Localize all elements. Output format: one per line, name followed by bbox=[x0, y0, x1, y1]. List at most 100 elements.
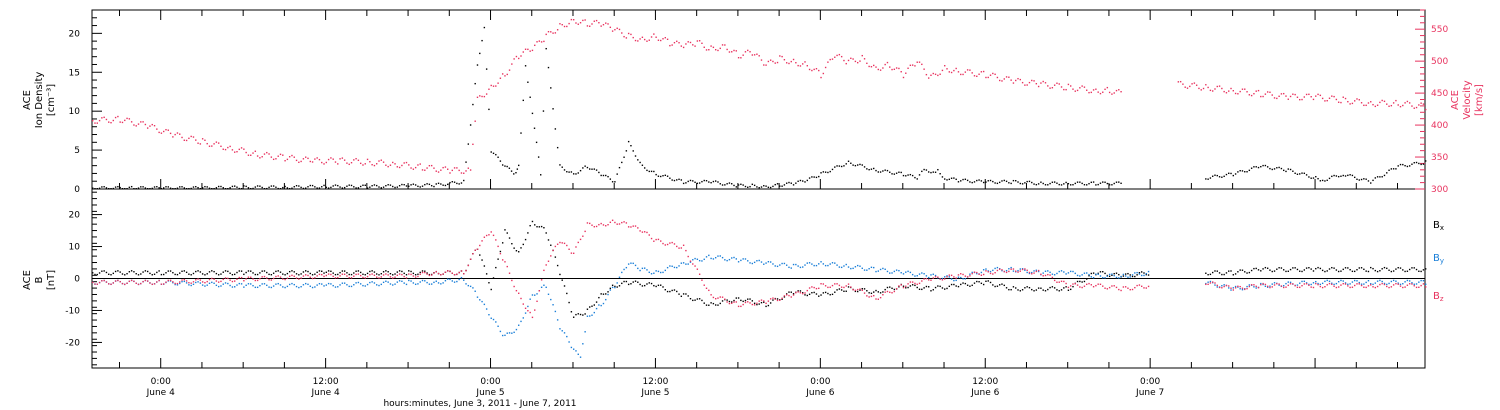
series-point-By bbox=[1356, 280, 1358, 282]
series-point-Bx bbox=[568, 301, 570, 304]
series-point-By bbox=[1140, 274, 1143, 277]
series-point-By bbox=[195, 281, 197, 284]
series-point-velocity bbox=[852, 58, 854, 60]
series-point-velocity bbox=[973, 75, 976, 77]
series-point-velocity bbox=[994, 73, 996, 76]
series-point-density bbox=[119, 186, 121, 189]
series-point-Bx bbox=[1365, 270, 1367, 272]
series-point-density bbox=[923, 168, 925, 171]
series-point-density bbox=[272, 185, 275, 187]
series-point-velocity bbox=[607, 23, 609, 25]
series-point-Bz bbox=[479, 244, 481, 247]
series-point-density bbox=[153, 186, 156, 188]
series-point-By bbox=[666, 266, 669, 269]
series-point-By bbox=[598, 304, 600, 306]
series-point-density bbox=[1315, 175, 1317, 178]
series-point-Bz bbox=[1308, 284, 1310, 286]
series-point-Bx bbox=[376, 273, 378, 275]
series-point-density bbox=[950, 177, 953, 179]
series-point-Bz bbox=[318, 273, 321, 276]
series-point-By bbox=[387, 281, 389, 283]
series-point-By bbox=[932, 273, 934, 275]
series-point-By bbox=[1408, 280, 1411, 282]
series-point-density bbox=[1408, 165, 1411, 167]
series-point-density bbox=[245, 185, 247, 188]
series-point-Bz bbox=[639, 230, 641, 232]
series-point-Bx bbox=[1296, 268, 1299, 271]
series-point-velocity bbox=[1216, 85, 1218, 88]
series-point-By bbox=[447, 278, 449, 280]
series-point-velocity bbox=[742, 54, 744, 56]
series-point-Bx bbox=[731, 301, 733, 303]
series-point-density bbox=[960, 180, 962, 182]
series-point-density bbox=[213, 188, 215, 190]
series-point-velocity bbox=[458, 169, 460, 172]
series-point-By bbox=[1420, 279, 1422, 282]
series-point-Bx bbox=[944, 288, 946, 290]
series-point-Bz bbox=[1413, 285, 1415, 287]
series-point-Bx bbox=[1221, 273, 1223, 276]
series-point-Bz bbox=[625, 222, 628, 224]
series-point-density bbox=[1088, 182, 1090, 185]
series-point-density bbox=[1351, 174, 1354, 177]
series-point-Bz bbox=[195, 279, 197, 281]
series-point-Bz bbox=[1331, 283, 1333, 286]
series-point-velocity bbox=[813, 68, 815, 71]
series-point-By bbox=[254, 286, 257, 289]
series-point-velocity bbox=[698, 40, 701, 42]
series-point-velocity bbox=[868, 65, 870, 68]
series-point-Bx bbox=[128, 271, 131, 273]
series-point-Bx bbox=[879, 292, 882, 294]
series-point-Bz bbox=[492, 234, 495, 237]
series-point-By bbox=[731, 257, 733, 259]
series-point-Bx bbox=[927, 286, 930, 288]
series-point-By bbox=[1072, 270, 1074, 273]
series-point-velocity bbox=[229, 145, 231, 148]
series-point-Bz bbox=[311, 277, 314, 280]
series-point-By bbox=[1299, 282, 1301, 284]
series-point-Bx bbox=[222, 271, 224, 273]
series-point-density bbox=[1211, 175, 1214, 177]
series-point-density bbox=[1074, 182, 1076, 185]
series-point-Bx bbox=[1260, 270, 1262, 272]
series-point-By bbox=[316, 284, 318, 286]
series-point-Bx bbox=[1367, 270, 1370, 273]
series-point-By bbox=[334, 286, 337, 288]
series-point-density bbox=[387, 184, 389, 186]
series-point-By bbox=[1374, 282, 1377, 284]
series-point-velocity bbox=[1282, 92, 1285, 95]
series-point-Bz bbox=[790, 296, 792, 298]
series-point-velocity bbox=[206, 142, 208, 145]
series-point-By bbox=[701, 260, 703, 262]
series-point-Bx bbox=[114, 270, 117, 273]
series-point-Bx bbox=[1017, 289, 1019, 291]
series-point-density bbox=[724, 184, 726, 186]
series-point-Bz bbox=[1372, 286, 1374, 288]
series-point-Bx bbox=[765, 305, 767, 308]
series-point-By bbox=[721, 256, 724, 259]
series-point-By bbox=[467, 284, 470, 287]
series-point-density bbox=[1095, 184, 1097, 186]
series-point-velocity bbox=[419, 163, 421, 165]
series-point-velocity bbox=[1411, 105, 1413, 107]
series-point-density bbox=[1305, 174, 1308, 176]
series-point-density bbox=[1415, 161, 1418, 164]
series-point-Bx bbox=[195, 270, 197, 273]
series-point-density bbox=[694, 181, 696, 184]
series-point-By bbox=[337, 286, 339, 288]
series-point-density bbox=[1021, 183, 1024, 185]
series-point-By bbox=[788, 266, 790, 269]
series-point-velocity bbox=[130, 121, 133, 123]
series-point-By bbox=[992, 269, 994, 272]
series-point-By bbox=[213, 282, 215, 284]
series-point-By bbox=[692, 259, 694, 261]
series-point-By bbox=[364, 285, 366, 287]
series-point-velocity bbox=[1026, 84, 1028, 86]
series-point-By bbox=[1317, 282, 1319, 285]
series-point-Bx bbox=[121, 273, 124, 275]
series-point-Bz bbox=[167, 279, 169, 282]
series-point-Bx bbox=[1353, 270, 1356, 273]
series-point-By bbox=[714, 256, 717, 259]
series-point-By bbox=[815, 264, 818, 267]
series-point-Bx bbox=[385, 270, 387, 272]
